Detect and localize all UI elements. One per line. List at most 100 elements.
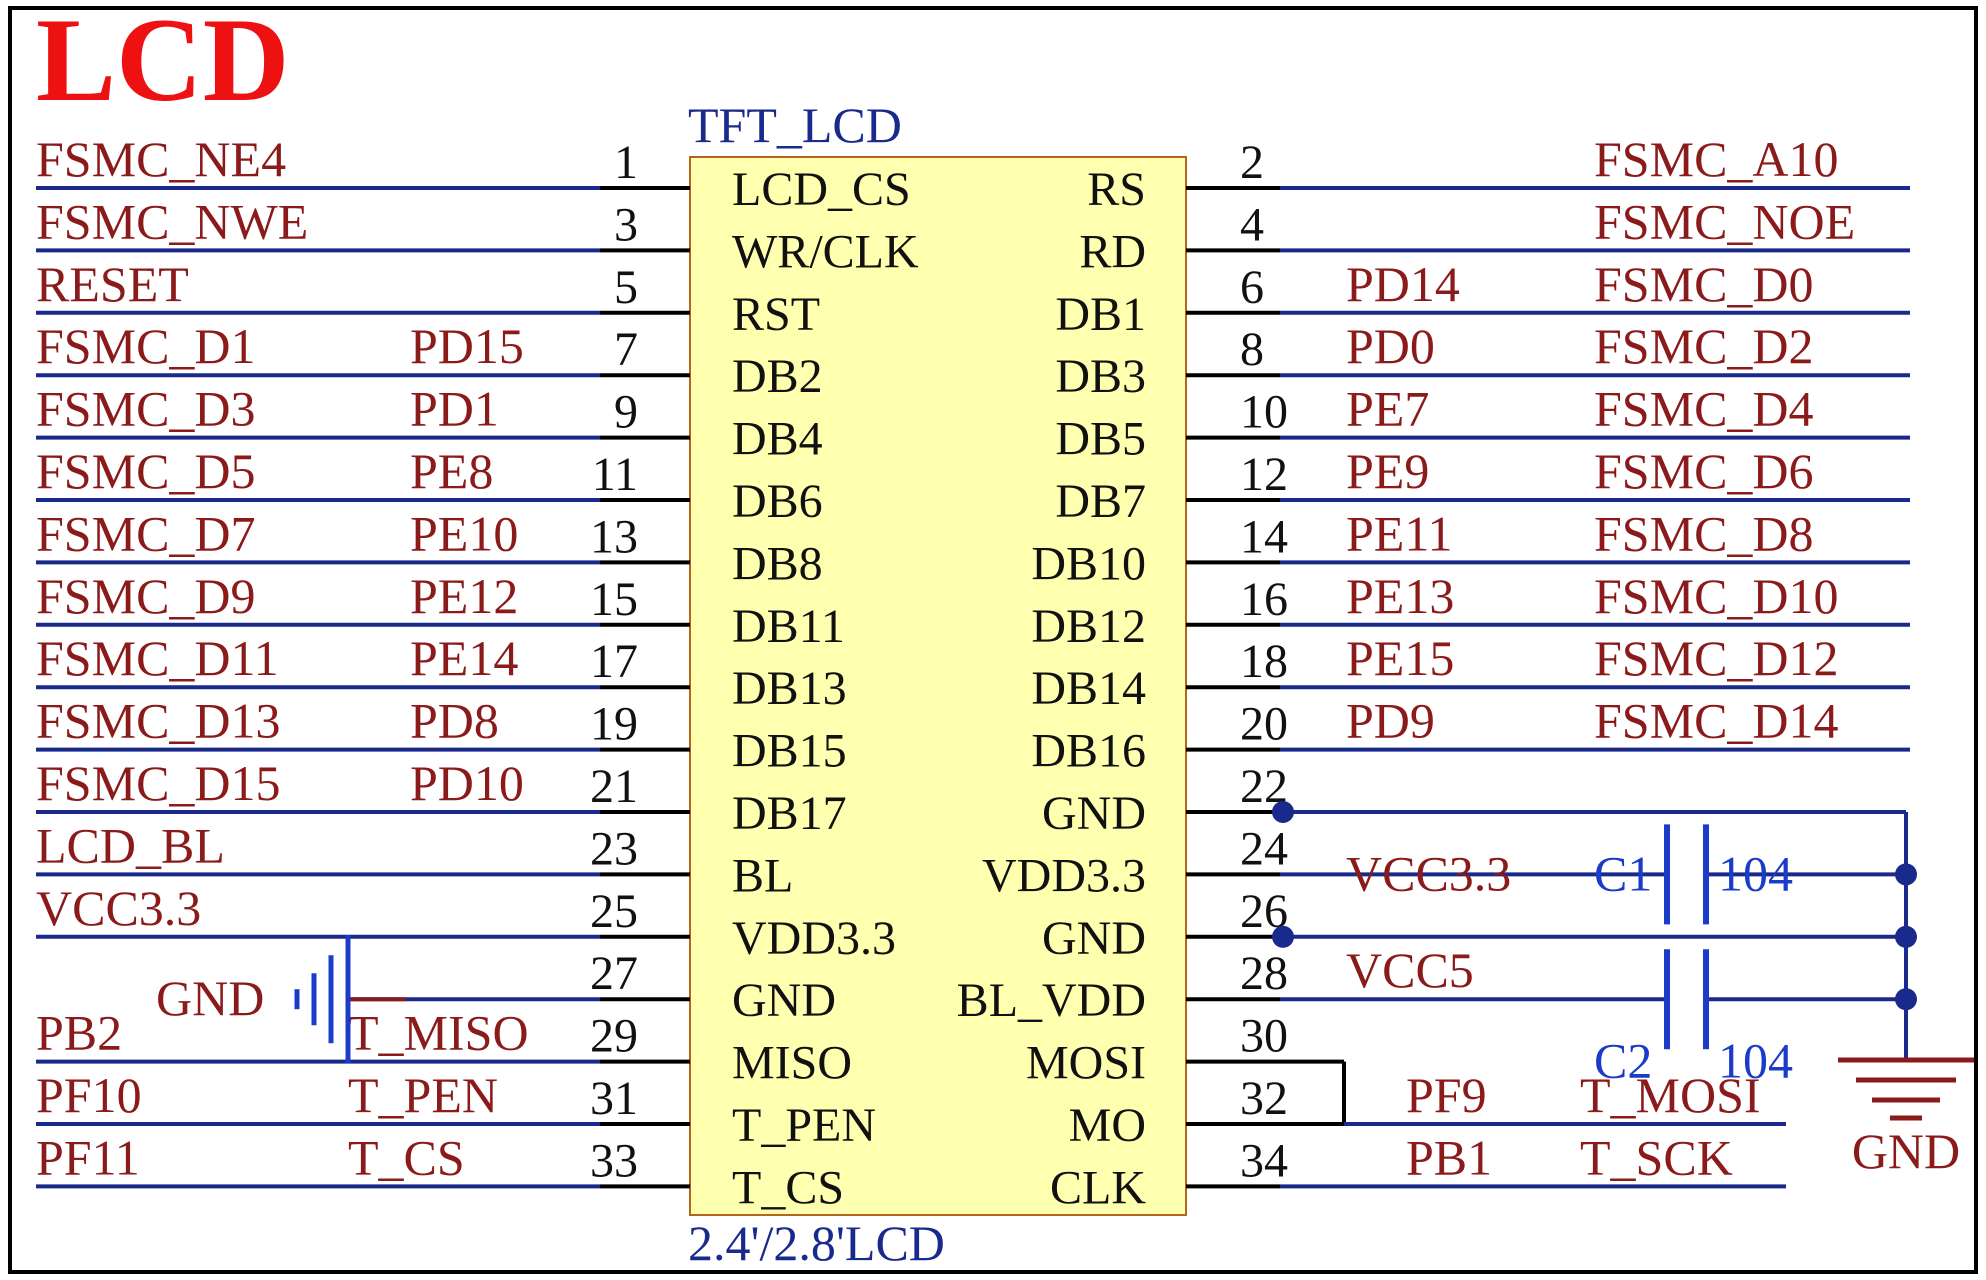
pin-name-4: RD: [1079, 225, 1146, 278]
right-net-0: FSMC_A10: [1594, 131, 1839, 187]
pin-name-8: DB3: [1055, 350, 1146, 403]
cap-value-c1: 104: [1718, 845, 1793, 901]
right-port-16: PB1: [1406, 1129, 1492, 1185]
left-net-4: FSMC_D3: [36, 381, 256, 437]
right-net-3: FSMC_D2: [1594, 318, 1814, 374]
pin-number-17: 17: [590, 635, 638, 688]
pin-name-21: DB17: [732, 787, 847, 840]
pin-number-27: 27: [590, 947, 638, 1000]
pin-name-28: BL_VDD: [957, 974, 1146, 1027]
pin-number-15: 15: [590, 573, 638, 626]
junction-bus-pin26: [1895, 925, 1917, 948]
pin-number-7: 7: [614, 323, 638, 376]
pin-name-19: DB15: [732, 725, 847, 778]
pin-number-29: 29: [590, 1010, 638, 1063]
pin-number-34: 34: [1240, 1134, 1288, 1187]
pin-number-10: 10: [1240, 386, 1288, 439]
pin-name-33: T_CS: [732, 1161, 844, 1214]
pin-name-1: LCD_CS: [732, 163, 911, 216]
pin-number-11: 11: [592, 448, 638, 501]
right-net-9: FSMC_D14: [1594, 693, 1839, 749]
left-port-14: PB2: [36, 1005, 122, 1061]
right-net-16: T_SCK: [1580, 1129, 1733, 1185]
pin-number-24: 24: [1240, 822, 1288, 875]
right-net-15: T_MOSI: [1580, 1067, 1761, 1123]
gnd-label-left: GND: [156, 970, 264, 1026]
pin-name-11: DB6: [732, 475, 823, 528]
pin-name-14: DB10: [1031, 537, 1146, 590]
junction-bus-c1: [1895, 863, 1917, 886]
left-port-6: PE10: [410, 505, 518, 561]
pin-name-6: DB1: [1055, 288, 1146, 341]
lcd-connector-body: [689, 156, 1187, 1216]
pin-number-4: 4: [1240, 198, 1264, 251]
right-port-15: PF9: [1406, 1067, 1487, 1123]
left-port-4: PD1: [410, 381, 499, 437]
right-net-7: FSMC_D10: [1594, 568, 1839, 624]
cap-ref-c2: C2: [1594, 1033, 1652, 1089]
pin-name-3: WR/CLK: [732, 225, 919, 278]
pin-name-22: GND: [1042, 787, 1146, 840]
pin-name-23: BL: [732, 849, 793, 902]
left-port-9: PD8: [410, 693, 499, 749]
left-port-10: PD10: [410, 755, 524, 811]
pin-number-28: 28: [1240, 947, 1288, 1000]
right-port-13: VCC5: [1346, 942, 1474, 998]
left-port-7: PE12: [410, 568, 518, 624]
pin-number-14: 14: [1240, 510, 1288, 563]
left-net-7: FSMC_D9: [36, 568, 256, 624]
right-port-6: PE11: [1346, 505, 1453, 561]
pin-name-18: DB14: [1031, 662, 1146, 715]
pin-name-16: DB12: [1031, 600, 1146, 653]
left-net-9: FSMC_D13: [36, 693, 281, 749]
pin-number-23: 23: [590, 822, 638, 875]
junction-pin22: [1272, 801, 1294, 823]
pin-name-9: DB4: [732, 413, 823, 466]
pin-number-33: 33: [590, 1134, 638, 1187]
left-net-11: LCD_BL: [36, 817, 225, 873]
right-net-8: FSMC_D12: [1594, 630, 1839, 686]
left-net-1: FSMC_NWE: [36, 193, 308, 249]
pin-name-34: CLK: [1050, 1161, 1146, 1214]
left-net-10: FSMC_D15: [36, 755, 281, 811]
right-net-5: FSMC_D6: [1594, 443, 1814, 499]
left-net-5: FSMC_D5: [36, 443, 256, 499]
left-net-16: T_CS: [348, 1129, 465, 1185]
cap-value-c2: 104: [1718, 1033, 1793, 1089]
pin-number-9: 9: [614, 386, 638, 439]
sheet-title: LCD: [36, 0, 289, 126]
component-designator: TFT_LCD: [688, 97, 902, 153]
left-net-8: FSMC_D11: [36, 630, 279, 686]
right-net-4: FSMC_D4: [1594, 381, 1814, 437]
cap-ref-c1: C1: [1594, 845, 1652, 901]
pin-number-30: 30: [1240, 1010, 1288, 1063]
pin-name-17: DB13: [732, 662, 847, 715]
pin-number-3: 3: [614, 198, 638, 251]
left-port-3: PD15: [410, 318, 524, 374]
pin-name-25: VDD3.3: [732, 912, 896, 965]
right-port-11: VCC3.3: [1346, 845, 1511, 901]
right-net-1: FSMC_NOE: [1594, 193, 1855, 249]
right-net-6: FSMC_D8: [1594, 505, 1814, 561]
pin-number-25: 25: [590, 885, 638, 938]
pin-name-13: DB8: [732, 537, 823, 590]
junction-pin26: [1272, 925, 1294, 948]
pin-name-7: DB2: [732, 350, 823, 403]
pin-name-15: DB11: [732, 600, 845, 653]
pin-name-32: MO: [1069, 1099, 1146, 1152]
pin-name-20: DB16: [1031, 725, 1146, 778]
pin-number-5: 5: [614, 261, 638, 314]
pin-number-6: 6: [1240, 261, 1264, 314]
pin-number-18: 18: [1240, 635, 1288, 688]
pin-name-29: MISO: [732, 1037, 852, 1090]
left-net-15: T_PEN: [348, 1067, 498, 1123]
pin-number-13: 13: [590, 510, 638, 563]
junction-bus-c2: [1895, 988, 1917, 1011]
left-net-6: FSMC_D7: [36, 505, 256, 561]
pin-number-8: 8: [1240, 323, 1264, 376]
pin-number-20: 20: [1240, 698, 1288, 751]
pin-name-12: DB7: [1055, 475, 1146, 528]
pin-number-32: 32: [1240, 1072, 1288, 1125]
left-port-5: PE8: [410, 443, 493, 499]
right-port-2: PD14: [1346, 256, 1460, 312]
